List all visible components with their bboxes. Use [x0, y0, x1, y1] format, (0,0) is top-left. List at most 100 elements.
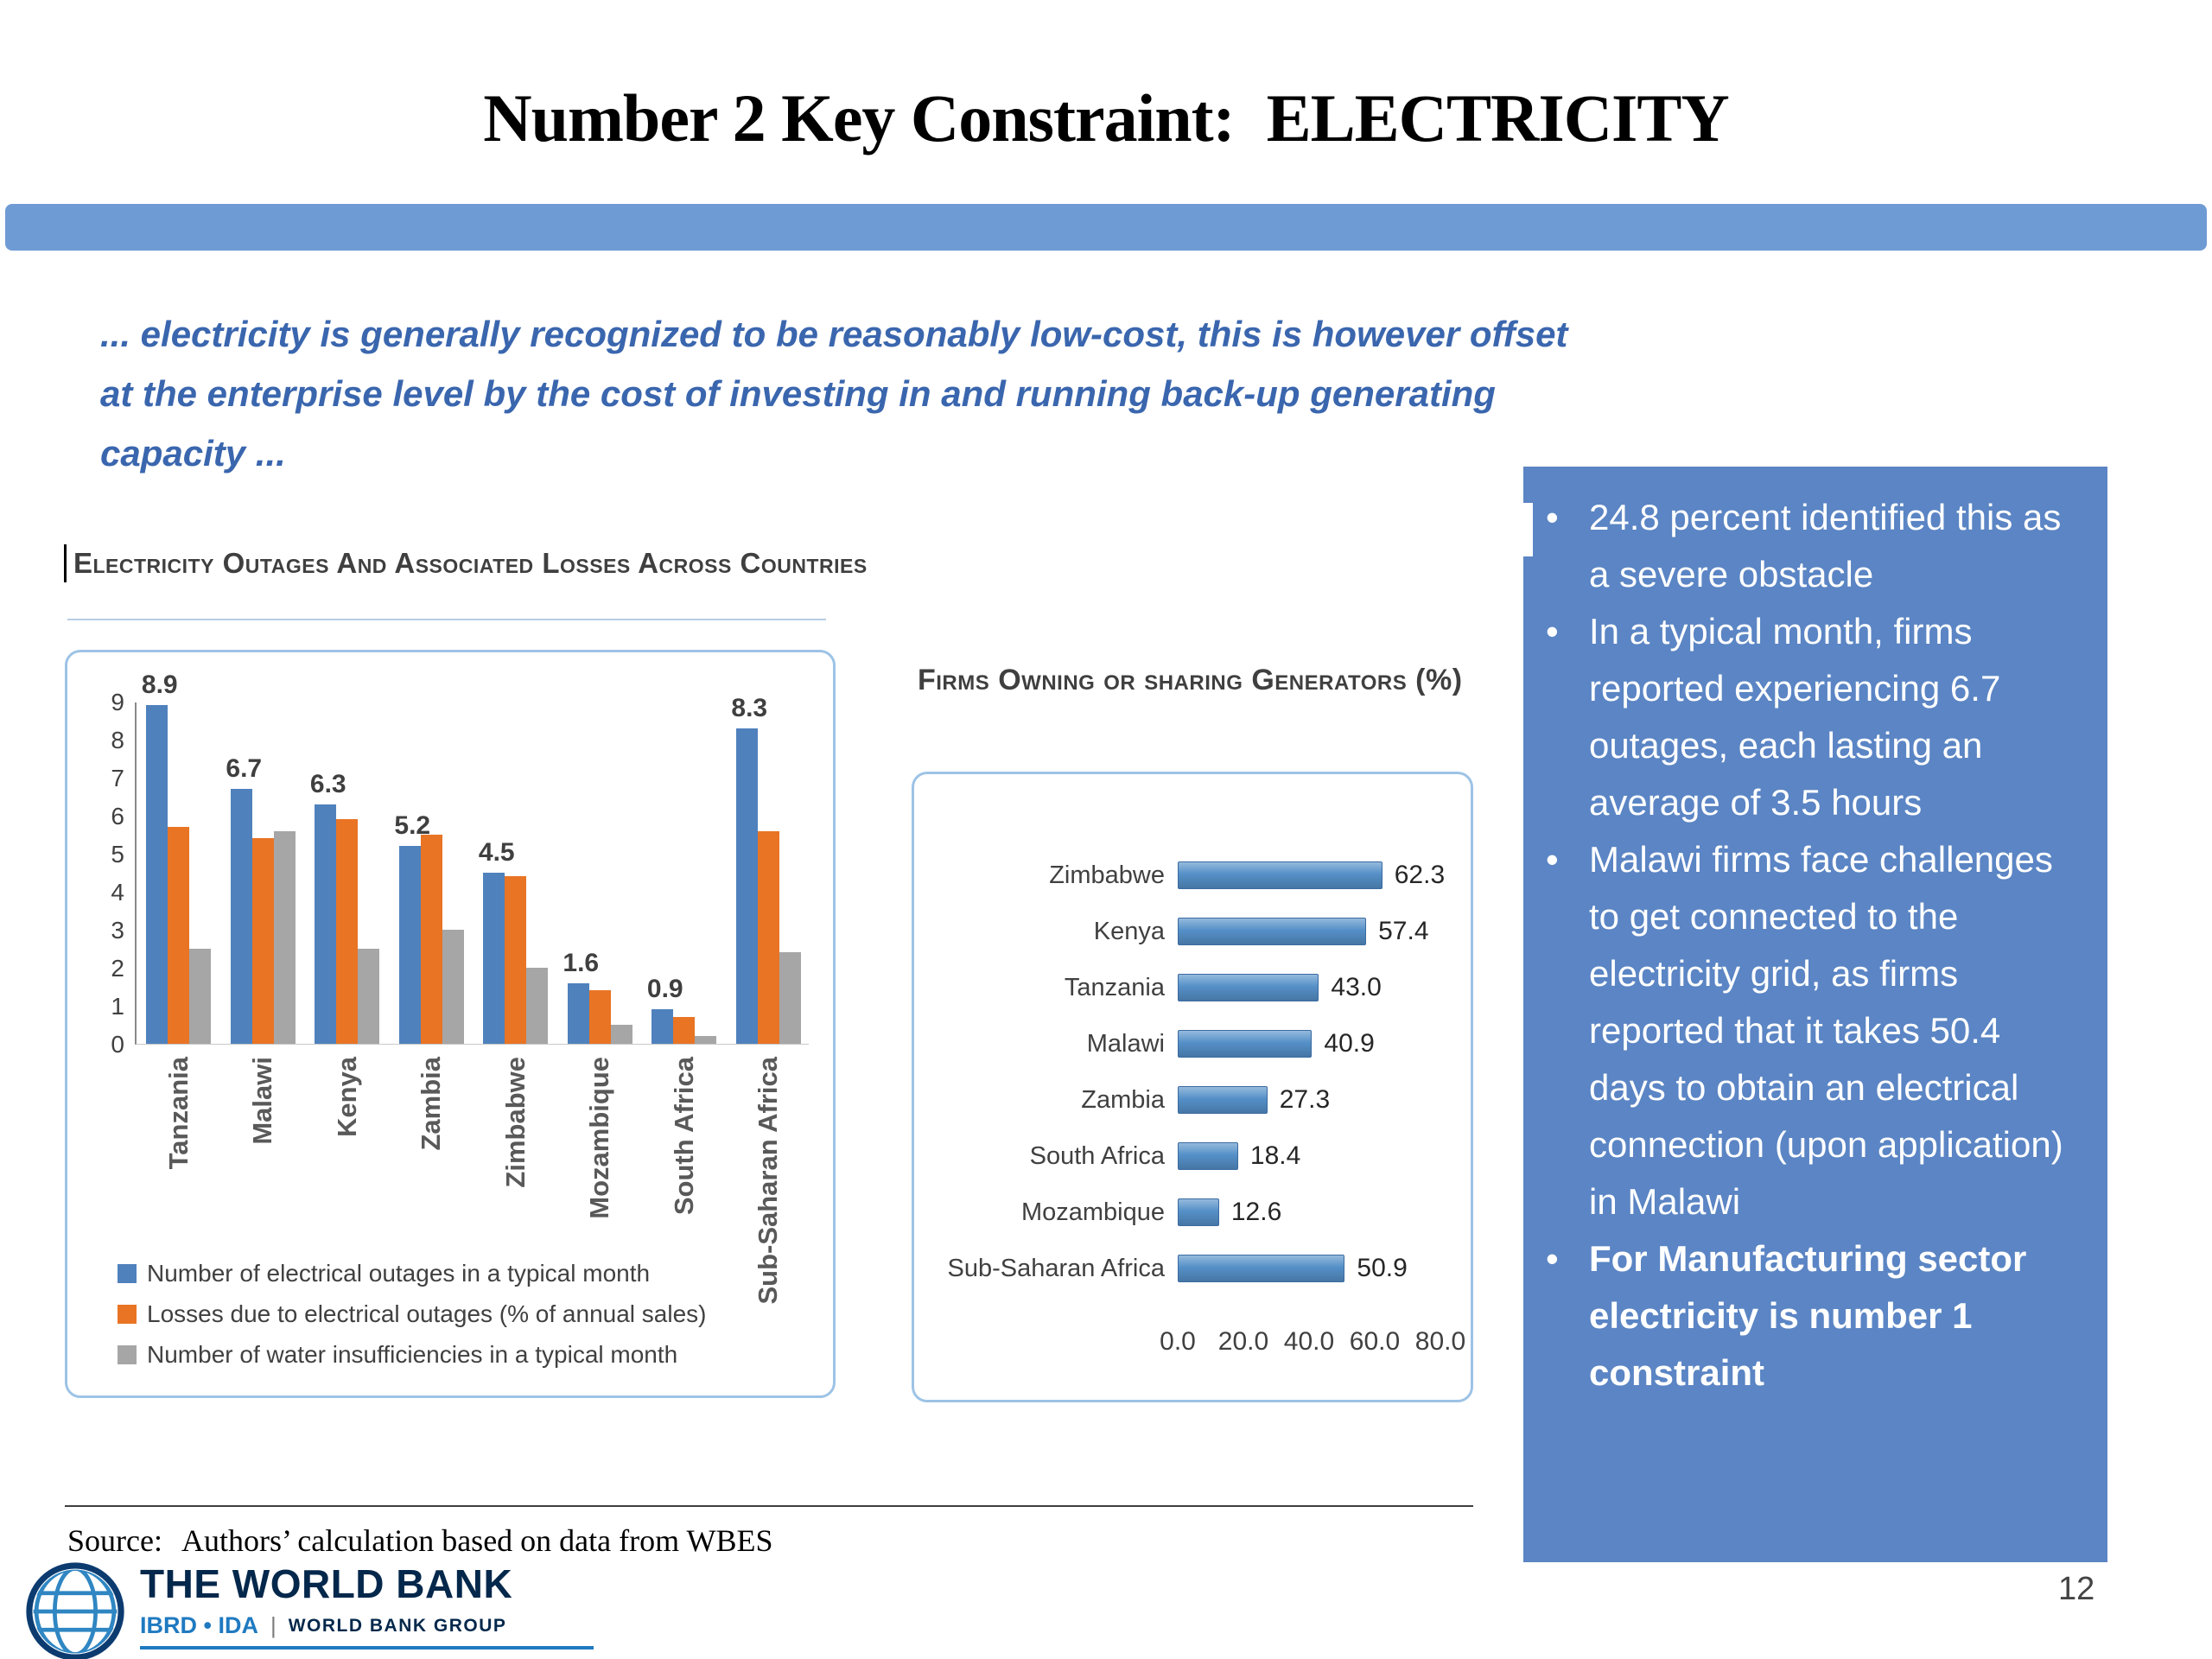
- x-axis-tick-label: 60.0: [1349, 1327, 1401, 1356]
- y-axis-tick-label: 1: [111, 993, 124, 1020]
- bar-value-label: 4.5: [478, 838, 515, 867]
- bar: [420, 835, 442, 1044]
- legend-item-water: Number of water insufficiencies in a typ…: [118, 1341, 707, 1369]
- bar: [695, 1036, 717, 1044]
- bullet-item: • In a typical month, firms reported expe…: [1546, 603, 2087, 831]
- category-label: Kenya: [1093, 918, 1165, 945]
- bullet-text: In a typical month, firms reported exper…: [1589, 611, 2001, 823]
- bar: [673, 1017, 696, 1044]
- bar-value-label: 8.3: [731, 693, 768, 722]
- bullet-item: • For Manufacturing sector electricity is…: [1546, 1230, 2087, 1402]
- bar-value-label: 0.9: [646, 975, 683, 1004]
- bar: [1178, 1198, 1219, 1226]
- bar-value-label: 62.3: [1394, 861, 1446, 889]
- bar: [588, 990, 611, 1044]
- ibrd-ida-label: IBRD • IDA: [140, 1612, 258, 1638]
- bar: [442, 930, 464, 1044]
- bullet-marker: •: [1546, 497, 1559, 537]
- chart-title-underline: [67, 619, 826, 620]
- legend-label: Losses due to electrical outages (% of a…: [147, 1300, 707, 1327]
- legend-item-outages: Number of electrical outages in a typica…: [118, 1260, 707, 1287]
- logo-underline: [140, 1646, 594, 1649]
- x-axis-tick-label: 40.0: [1283, 1327, 1335, 1356]
- bar: [610, 1025, 632, 1044]
- category-label: Mozambique: [1020, 1198, 1165, 1226]
- y-axis-tick-label: 2: [111, 955, 124, 982]
- outages-chart-title: Electricity Outages And Associated Losse…: [64, 544, 868, 582]
- bar: [1178, 1255, 1345, 1282]
- intro-line: at the enterprise level by the cost of i…: [100, 373, 1496, 414]
- bullet-item: • 24.8 percent identified this as a sever…: [1546, 489, 2087, 603]
- bar-value-label: 27.3: [1279, 1085, 1331, 1114]
- intro-paragraph: ... electricity is generally recognized …: [100, 304, 1567, 483]
- legend-label: Number of electrical outages in a typica…: [147, 1260, 651, 1287]
- source-divider: [65, 1505, 1473, 1507]
- bar-value-label: 6.7: [226, 754, 263, 784]
- legend-item-losses: Losses due to electrical outages (% of a…: [118, 1300, 707, 1328]
- bar: [336, 819, 359, 1044]
- logo-separator: |: [270, 1612, 276, 1638]
- intro-line: ... electricity is generally recognized …: [100, 314, 1568, 354]
- category-label: South Africa: [1029, 1142, 1165, 1170]
- outages-chart-title-text: Electricity Outages And Associated Losse…: [73, 547, 868, 579]
- bar: [757, 830, 779, 1044]
- bar: [1178, 1086, 1268, 1114]
- page-number: 12: [2058, 1571, 2095, 1607]
- generators-chart: Zimbabwe 62.3 Kenya 57.4 Tanzania 43.0 Malawi 4…: [912, 772, 1473, 1402]
- category-label: Sub-Saharan Africa: [947, 1255, 1165, 1282]
- outages-plot: 0 1 2 3 4 5 6 7 8 9 8.9 Tanzania 6.7 Malawi 6.3 Kenya 5.…: [111, 671, 809, 1305]
- bar: [483, 873, 505, 1044]
- bar-value-label: 57.4: [1378, 917, 1429, 945]
- bullet-marker: •: [1546, 839, 1559, 880]
- legend-swatch-blue: [118, 1264, 137, 1283]
- bar: [398, 846, 421, 1044]
- panel-notch: [1517, 503, 1533, 556]
- y-axis-tick-label: 8: [111, 727, 124, 753]
- bullet-text: 24.8 percent identified this as a severe…: [1589, 497, 2062, 594]
- bar: [779, 952, 801, 1044]
- bar: [567, 982, 589, 1044]
- bar-value-label: 8.9: [141, 671, 178, 700]
- bullet-marker: •: [1546, 1238, 1559, 1279]
- bar: [189, 949, 212, 1044]
- key-points-panel: • 24.8 percent identified this as a sever…: [1523, 467, 2107, 1562]
- y-axis-tick-label: 0: [111, 1031, 124, 1058]
- legend-label: Number of water insufficiencies in a typ…: [147, 1341, 678, 1368]
- y-axis-tick-label: 3: [111, 917, 124, 944]
- bar: [735, 728, 758, 1044]
- world-bank-group-label: WORLD BANK GROUP: [288, 1615, 507, 1636]
- source-note: Source: Authors’ calculation based on dat…: [67, 1522, 772, 1559]
- world-bank-globe-icon: [26, 1562, 124, 1659]
- legend-swatch-orange: [118, 1305, 137, 1324]
- title-accent-bar: [5, 204, 2207, 251]
- category-label: Malawi: [1086, 1030, 1165, 1058]
- bar: [505, 876, 527, 1044]
- generators-chart-title: Firms Owning or sharing Generators (%): [918, 664, 1463, 696]
- y-axis-tick-label: 5: [111, 841, 124, 868]
- world-bank-wordmark: THE WORLD BANK: [140, 1561, 513, 1606]
- bar-value-label: 43.0: [1331, 973, 1382, 1001]
- bar: [146, 705, 168, 1044]
- bar: [168, 827, 190, 1044]
- text-cursor: [64, 544, 67, 582]
- slide-title: Number 2 Key Constraint: ELECTRICITY: [483, 80, 1730, 156]
- world-bank-logo: THE WORLD BANK IBRD • IDA | WORLD BANK G…: [24, 1560, 594, 1659]
- bar-value-label: 1.6: [563, 948, 600, 977]
- x-axis-tick-label: 20.0: [1217, 1327, 1269, 1356]
- y-axis-tick-label: 7: [111, 765, 124, 791]
- bar: [526, 968, 549, 1044]
- bar-value-label: 12.6: [1230, 1198, 1282, 1226]
- bar: [1178, 974, 1319, 1001]
- category-label: Zimbabwe: [1049, 861, 1165, 889]
- outages-chart: 0 1 2 3 4 5 6 7 8 9 8.9 Tanzania 6.7 Malawi 6.3 Kenya 5.…: [65, 650, 836, 1398]
- y-axis-tick-label: 6: [111, 803, 124, 830]
- bar: [273, 830, 296, 1044]
- bar-value-label: 50.9: [1357, 1254, 1408, 1282]
- category-label: Sub-Saharan Africa: [753, 1057, 784, 1305]
- bullet-text: Malawi firms face challenges to get conn…: [1589, 839, 2063, 1222]
- bullet-item: • Malawi firms face challenges to get con…: [1546, 831, 2087, 1230]
- category-label: Zambia: [1081, 1086, 1165, 1114]
- bar: [1178, 861, 1382, 889]
- bar: [251, 838, 274, 1044]
